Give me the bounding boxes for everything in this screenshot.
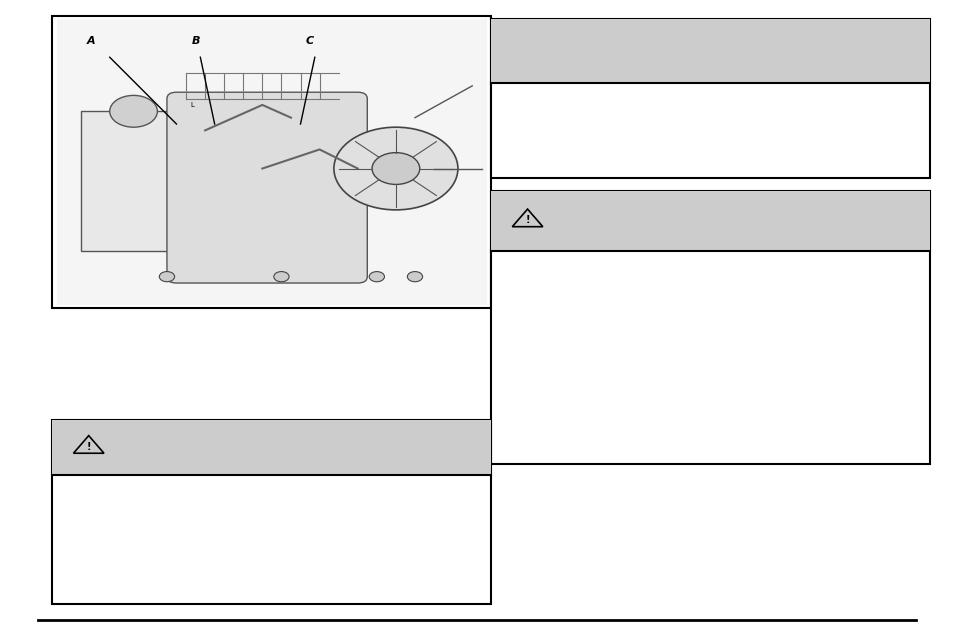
Bar xyxy=(57,19,486,305)
FancyBboxPatch shape xyxy=(167,92,367,283)
Bar xyxy=(52,16,491,308)
Circle shape xyxy=(334,127,457,210)
Text: L: L xyxy=(191,102,194,108)
Text: !: ! xyxy=(525,215,529,225)
Circle shape xyxy=(274,272,289,282)
Circle shape xyxy=(159,272,174,282)
Bar xyxy=(491,191,929,251)
Bar xyxy=(81,111,176,251)
Text: A: A xyxy=(86,36,95,46)
Circle shape xyxy=(407,272,422,282)
Bar xyxy=(491,191,929,464)
Bar xyxy=(52,420,491,604)
Text: C: C xyxy=(306,36,314,46)
Text: !: ! xyxy=(87,441,91,452)
Bar xyxy=(491,19,929,178)
Circle shape xyxy=(110,95,157,127)
Bar xyxy=(491,19,929,83)
Bar xyxy=(52,420,491,475)
Circle shape xyxy=(369,272,384,282)
Text: B: B xyxy=(192,36,199,46)
Circle shape xyxy=(372,153,419,184)
